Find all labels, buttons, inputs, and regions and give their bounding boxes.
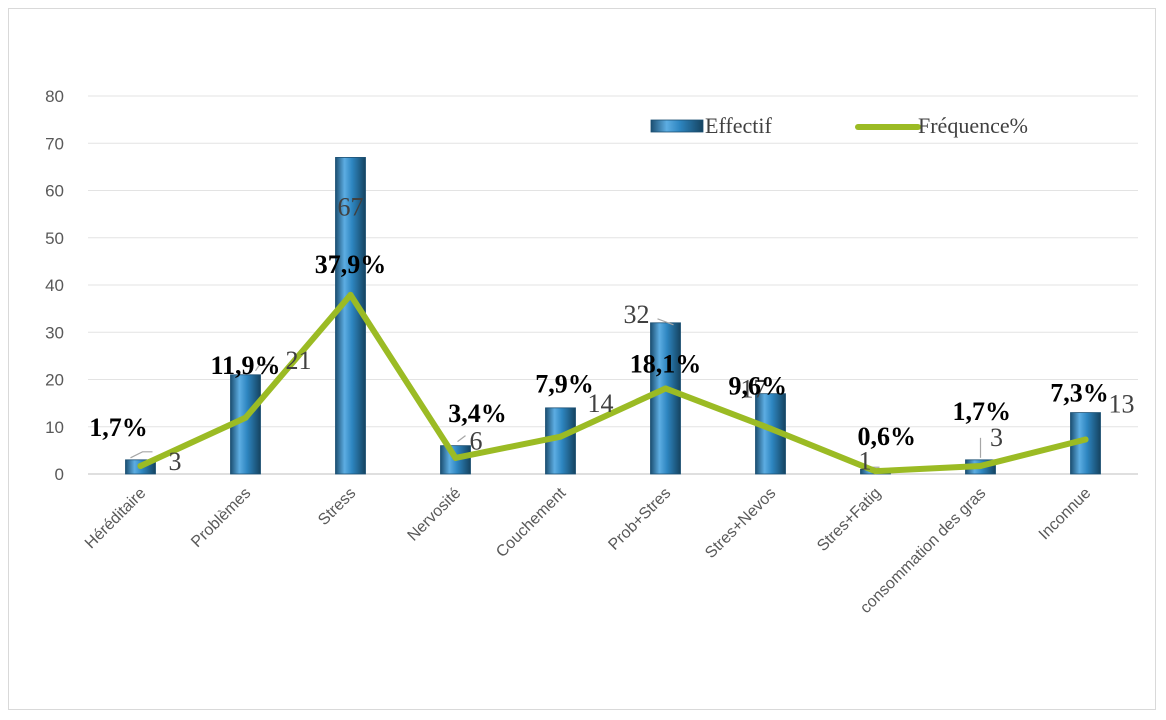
x-axis: Héréditaire Problèmes Stress Nervosité Couch… [82,484,1094,617]
line-point [662,385,669,392]
line-point [137,462,144,469]
data-label-frequence: 1,7% [953,397,1012,426]
data-label-frequence: 11,9% [210,351,280,380]
data-label-effectif: 17 [741,375,767,404]
line-point [1082,436,1089,443]
data-label-effectif: 32 [624,300,650,329]
y-tick-label: 60 [45,182,64,201]
y-tick-label: 50 [45,229,64,248]
leader-line [255,364,274,372]
y-tick-label: 80 [45,87,64,106]
leader-line [457,435,466,443]
x-tick-label: Stress [315,485,359,529]
data-label-effectif: 3 [169,447,182,476]
data-label-effectif: 1 [859,446,872,475]
x-tick-label: Inconnue [1036,485,1095,544]
x-tick-label: Couchement [493,484,570,561]
leader-line [130,451,153,459]
gridlines [88,95,1138,475]
line-point [347,291,354,298]
data-label-effectif: 21 [286,346,312,375]
x-tick-label: Prob+Stres [605,485,674,554]
data-label-effectif: 13 [1109,390,1135,419]
bar-effectif [650,322,681,475]
line-frequence [137,291,1089,475]
y-tick-label: 20 [45,371,64,390]
y-tick-label: 0 [55,465,64,484]
data-label-frequence: 1,7% [89,413,148,442]
x-tick-label: Stres+Nevos [702,485,779,562]
data-label-effectif: 3 [990,423,1003,452]
data-label-frequence: 0,6% [858,422,917,451]
chart-frame [8,8,1156,710]
line-point [767,425,774,432]
legend: Effectif Fréquence% [650,113,1028,138]
series-line-frequence [137,291,1089,475]
y-axis: 0 10 20 30 40 50 60 70 80 [45,87,64,484]
data-label-effectif: 14 [588,389,614,418]
data-label-frequence: 3,4% [448,399,507,428]
x-tick-label: Héréditaire [82,485,149,552]
y-tick-label: 10 [45,418,64,437]
x-tick-label: Stres+Fatig [814,485,884,555]
data-label-frequence: 7,3% [1050,379,1109,408]
line-point [242,414,249,421]
data-label-frequence: 37,9% [315,250,387,279]
y-tick-label: 30 [45,323,64,342]
x-tick-label: Nervosité [405,485,465,545]
data-label-frequence: 9,6% [729,372,788,401]
leader-line [657,318,674,326]
data-label-frequence: 7,9% [535,370,594,399]
y-tick-label: 70 [45,134,64,153]
y-tick-label: 40 [45,276,64,295]
legend-label-frequence: Fréquence% [918,113,1028,138]
x-tick-label: consommation des gras [857,485,989,617]
data-labels: 32167614321713131,7%11,9%37,9%3,4%7,9%18… [89,192,1134,475]
legend-swatch-effectif [650,119,704,133]
legend-label-effectif: Effectif [705,113,772,138]
line-point [977,462,984,469]
line-point [872,468,879,475]
line-point [557,433,564,440]
data-label-frequence: 18,1% [630,349,702,378]
x-tick-label: Problèmes [188,485,254,551]
line-point [452,454,459,461]
data-label-effectif: 67 [338,192,364,221]
data-label-effectif: 6 [470,427,483,456]
